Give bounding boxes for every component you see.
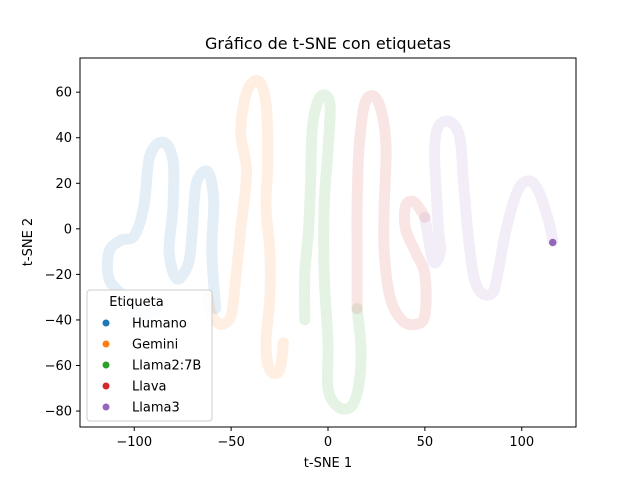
series-curve-2 [298, 89, 367, 415]
legend-label-4: Llama3 [132, 401, 180, 416]
x-tick-label-1: −50 [217, 435, 244, 450]
legend-box [86, 289, 213, 422]
series-layer [101, 74, 559, 415]
y-tick-label-4: 0 [64, 222, 72, 237]
x-axis-ticks: −100 −50 0 50 100 [116, 427, 534, 450]
legend-marker-3 [102, 382, 110, 390]
y-tick-label-0: −80 [45, 405, 72, 420]
y-axis-label: t-SNE 2 [21, 218, 36, 266]
legend-marker-2 [102, 361, 110, 369]
y-axis-ticks: −80 −60 −40 −20 0 20 40 60 [45, 86, 80, 420]
legend-marker-0 [102, 319, 110, 327]
y-tick-label-3: −20 [45, 268, 72, 283]
y-tick-label-1: −60 [45, 359, 72, 374]
legend-label-0: Humano [132, 317, 187, 332]
legend-label-2: Llama2:7B [132, 359, 201, 374]
y-tick-label-7: 60 [55, 86, 72, 101]
legend-label-3: Llava [132, 380, 166, 395]
series-curve-4 [419, 115, 559, 301]
point-layer [548, 238, 557, 247]
legend-marker-4 [102, 403, 110, 411]
series-curve-1 [202, 74, 289, 379]
series-curve-3 [351, 90, 432, 331]
x-tick-label-2: 0 [324, 435, 332, 450]
x-tick-label-3: 50 [417, 435, 434, 450]
legend-title: Etiqueta [109, 295, 163, 310]
legend: Etiqueta Humano Gemini Llama2:7B Llava Llama3 [86, 289, 213, 422]
y-tick-label-2: −40 [45, 313, 72, 328]
legend-label-1: Gemini [132, 338, 178, 353]
x-axis-label: t-SNE 1 [304, 456, 352, 471]
chart-title: Gráfico de t-SNE con etiquetas [205, 34, 451, 53]
y-tick-label-5: 20 [55, 177, 72, 192]
x-tick-label-4: 100 [509, 435, 534, 450]
y-tick-label-6: 40 [55, 131, 72, 146]
highlight-point [548, 238, 557, 247]
legend-marker-1 [102, 340, 110, 348]
x-tick-label-0: −100 [116, 435, 152, 450]
series-curve-0 [101, 136, 222, 322]
